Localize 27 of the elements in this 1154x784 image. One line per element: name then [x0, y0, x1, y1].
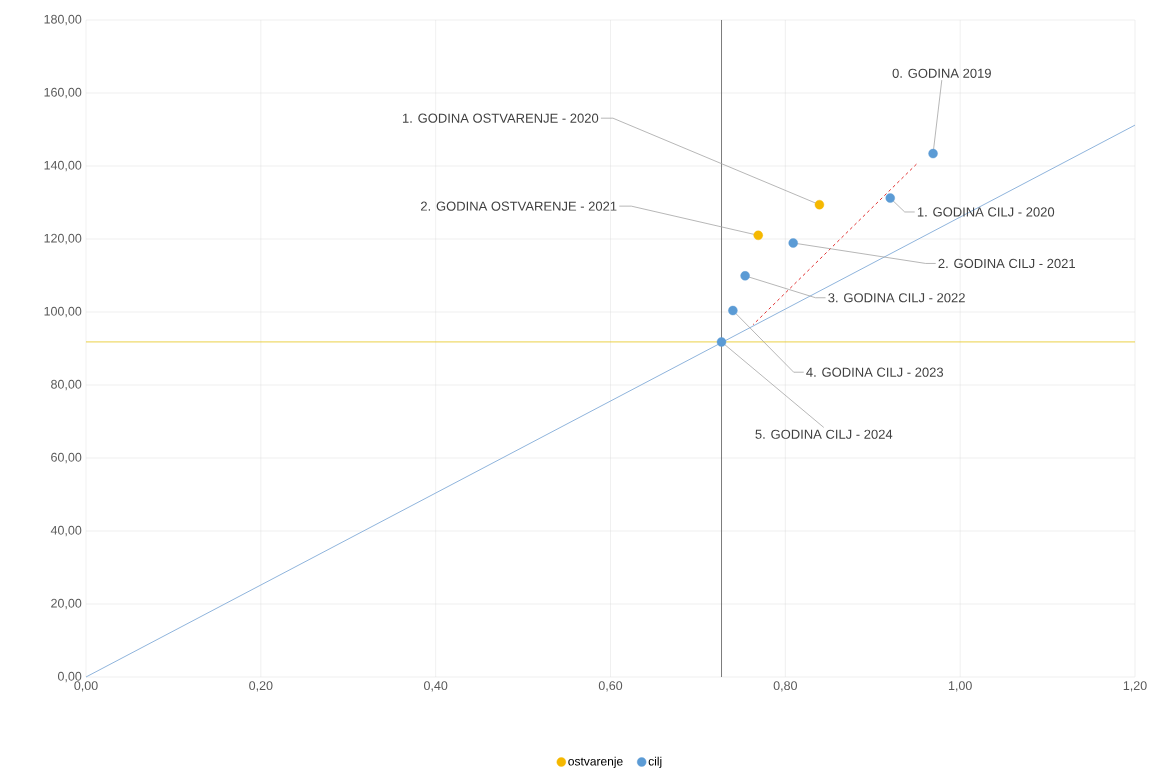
- y-tick-label: 40,00: [50, 525, 82, 537]
- y-tick-label: 100,00: [44, 306, 82, 318]
- x-tick-label: 0,00: [74, 681, 98, 692]
- y-tick-label: 60,00: [51, 452, 82, 464]
- annotation: 1. GODINA CILJ - 2020: [917, 207, 1055, 217]
- x-tick-label: 1,00: [948, 681, 972, 692]
- annotation: 1. GODINA OSTVARENJE - 2020: [402, 113, 599, 123]
- legend-label: ostvarenje: [568, 756, 623, 768]
- y-tick-label: 120,00: [44, 233, 82, 245]
- x-tick-label: 0,20: [249, 681, 273, 692]
- y-tick-label: 0,00: [57, 671, 82, 683]
- annotation: 4. GODINA CILJ - 2023: [806, 367, 944, 377]
- annotation: 3. GODINA CILJ - 2022: [828, 293, 965, 303]
- annotation: 0. GODINA 2019: [892, 68, 991, 78]
- annotation: 5. GODINA CILJ - 2024: [755, 429, 893, 439]
- annotation: 2. GODINA OSTVARENJE - 2021: [421, 201, 617, 211]
- x-tick-label: 1,20: [1123, 681, 1147, 692]
- y-tick-label: 160,00: [44, 87, 82, 99]
- x-tick-label: 0,60: [598, 681, 623, 692]
- y-tick-label: 20,00: [51, 598, 82, 610]
- y-tick-label: 140,00: [44, 160, 82, 172]
- y-tick-label: 180,00: [44, 14, 82, 26]
- annotation: 2. GODINA CILJ - 2021: [938, 258, 1075, 269]
- x-tick-label: 0,80: [773, 681, 798, 692]
- x-tick-label: 0,40: [423, 681, 448, 692]
- legend-label: cilj: [648, 756, 662, 768]
- y-tick-label: 80,00: [51, 379, 82, 391]
